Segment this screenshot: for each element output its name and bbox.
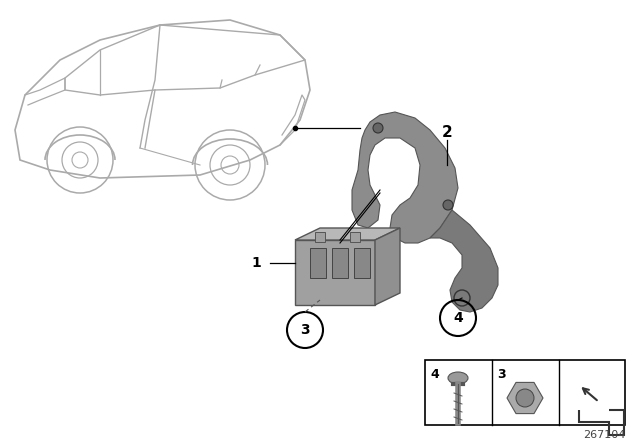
FancyBboxPatch shape <box>350 232 360 242</box>
Circle shape <box>443 200 453 210</box>
Circle shape <box>373 123 383 133</box>
Polygon shape <box>375 228 400 305</box>
Polygon shape <box>430 210 498 312</box>
Text: 4: 4 <box>430 368 439 381</box>
FancyBboxPatch shape <box>310 248 326 278</box>
Text: 3: 3 <box>300 323 310 337</box>
Polygon shape <box>295 240 375 305</box>
FancyBboxPatch shape <box>354 248 370 278</box>
Circle shape <box>516 389 534 407</box>
FancyBboxPatch shape <box>315 232 325 242</box>
Text: 1: 1 <box>251 256 261 270</box>
Ellipse shape <box>448 372 468 384</box>
Text: 2: 2 <box>442 125 452 139</box>
Text: 3: 3 <box>497 368 506 381</box>
Text: 267104: 267104 <box>582 430 625 440</box>
Text: 4: 4 <box>453 311 463 325</box>
FancyBboxPatch shape <box>425 360 625 425</box>
FancyBboxPatch shape <box>332 248 348 278</box>
Polygon shape <box>352 112 458 243</box>
Polygon shape <box>295 228 400 240</box>
